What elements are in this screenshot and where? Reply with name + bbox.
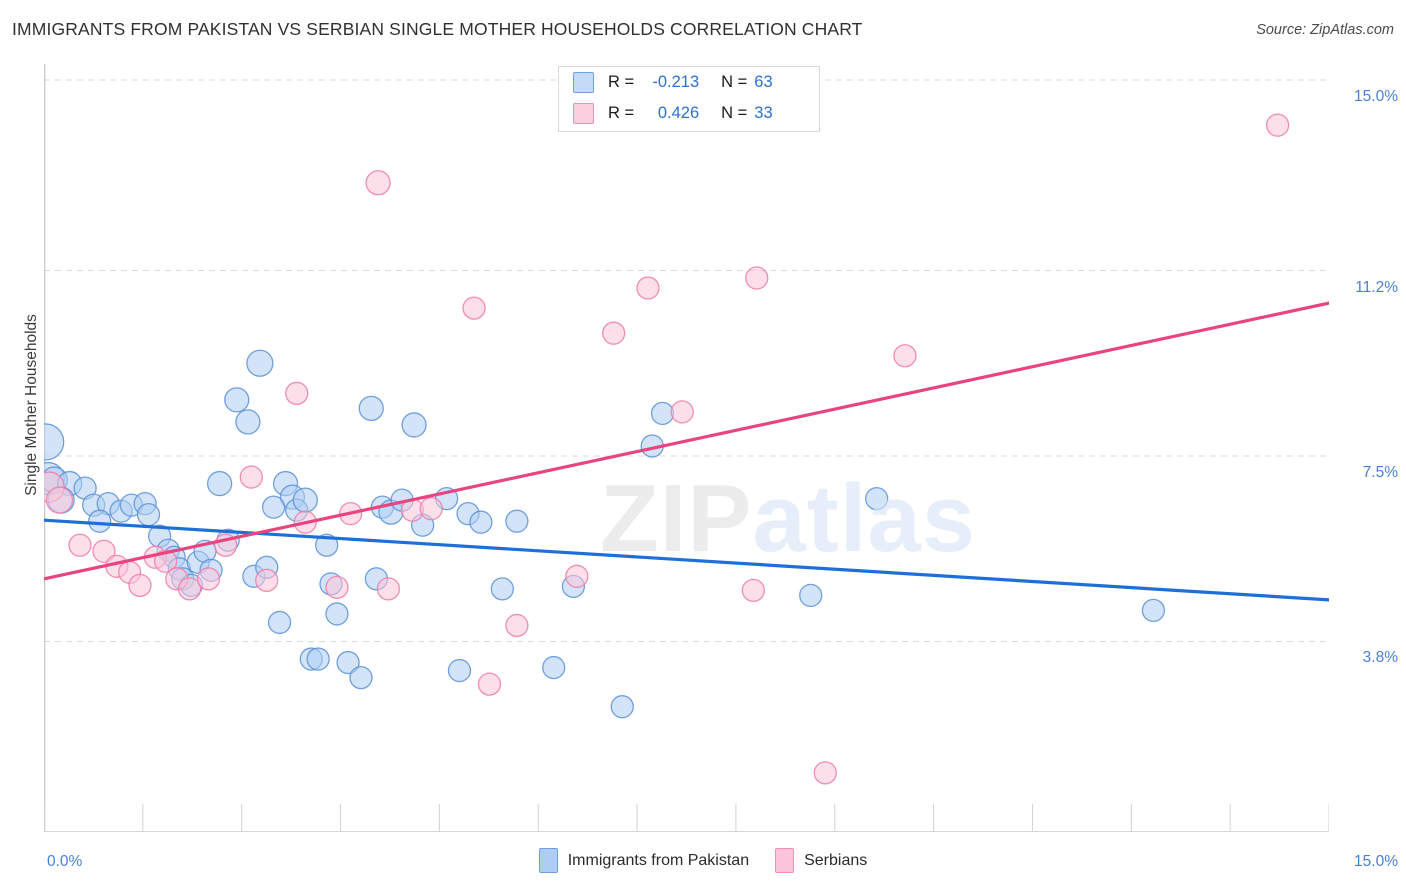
watermark-zip: ZIP: [600, 465, 753, 572]
data-point[interactable]: [196, 567, 221, 591]
series-swatch-serbians: [775, 848, 795, 873]
source-attribution: Source: ZipAtlas.com: [1256, 22, 1394, 38]
data-point[interactable]: [239, 465, 263, 489]
data-point[interactable]: [865, 486, 889, 511]
series-swatch-pakistan: [538, 848, 558, 873]
data-point[interactable]: [650, 401, 675, 426]
r-label-pink: R =: [608, 104, 635, 122]
zipatlas-watermark: ZIPatlas: [600, 464, 976, 574]
data-point[interactable]: [68, 533, 92, 557]
y-axis-tick-label: 3.8%: [1362, 649, 1398, 667]
stats-legend-row-serbians: R = 0.426 N = 33: [559, 98, 819, 129]
data-point[interactable]: [306, 647, 330, 671]
data-point[interactable]: [565, 564, 589, 588]
y-axis-tick-label: 15.0%: [1354, 88, 1398, 105]
data-point[interactable]: [447, 658, 472, 683]
n-label-pink: N =: [721, 104, 748, 122]
r-label-blue: R =: [608, 73, 635, 91]
legend-swatch-blue: [573, 72, 594, 93]
data-point[interactable]: [27, 423, 65, 461]
data-point[interactable]: [893, 344, 917, 368]
series-legend-item-pakistan[interactable]: Immigrants from Pakistan: [538, 848, 750, 873]
y-axis-title: Single Mother Households: [23, 314, 40, 496]
data-point[interactable]: [419, 496, 443, 521]
n-value-pink: 33: [754, 104, 773, 122]
watermark-atlas: atlas: [752, 465, 977, 572]
data-point[interactable]: [92, 539, 116, 563]
y-axis-tick-label: 7.5%: [1362, 464, 1398, 481]
data-point[interactable]: [636, 276, 660, 300]
stats-legend-row-pakistan: R = -0.213 N = 63: [559, 67, 819, 98]
data-point[interactable]: [206, 470, 233, 497]
data-point[interactable]: [349, 665, 373, 690]
data-point[interactable]: [505, 509, 529, 533]
x-axis-tick-max: 15.0%: [1354, 853, 1398, 870]
data-point[interactable]: [799, 583, 823, 608]
series-label-serbians: Serbians: [804, 851, 868, 869]
series-label-pakistan: Immigrants from Pakistan: [567, 851, 750, 869]
data-point[interactable]: [490, 577, 514, 601]
r-value-blue: -0.213: [652, 73, 700, 91]
data-point[interactable]: [1265, 113, 1290, 137]
data-point[interactable]: [267, 610, 292, 635]
data-point[interactable]: [224, 387, 250, 413]
data-point[interactable]: [246, 349, 274, 377]
series-legend-item-serbians[interactable]: Serbians: [775, 848, 867, 873]
data-point[interactable]: [336, 650, 360, 675]
data-point[interactable]: [462, 296, 486, 320]
data-point[interactable]: [154, 549, 178, 573]
data-point[interactable]: [45, 486, 74, 514]
data-point[interactable]: [325, 575, 349, 599]
x-axis-tick-min: 0.0%: [47, 853, 83, 870]
scatter-svg: [27, 64, 1331, 833]
data-point[interactable]: [477, 672, 502, 696]
data-point[interactable]: [128, 573, 152, 597]
data-point[interactable]: [505, 613, 529, 638]
page-title: IMMIGRANTS FROM PAKISTAN VS SERBIAN SING…: [12, 19, 863, 39]
data-point[interactable]: [610, 695, 634, 719]
plot-area: ZIPatlas: [27, 64, 1331, 833]
data-point[interactable]: [255, 568, 279, 592]
data-point[interactable]: [745, 266, 769, 290]
series-serbians: [33, 113, 1290, 785]
n-value-blue: 63: [754, 73, 773, 91]
data-point[interactable]: [88, 509, 112, 533]
data-point[interactable]: [813, 761, 837, 785]
stats-legend: R = -0.213 N = 63 R = 0.426 N = 33: [558, 66, 820, 132]
data-point[interactable]: [261, 495, 286, 519]
y-axis-tick-label: 11.2%: [1355, 278, 1398, 296]
data-point[interactable]: [177, 577, 202, 601]
data-point[interactable]: [376, 577, 401, 601]
data-point[interactable]: [401, 412, 427, 438]
data-point[interactable]: [741, 578, 765, 603]
data-point[interactable]: [542, 655, 566, 680]
data-point[interactable]: [325, 602, 349, 626]
data-point[interactable]: [292, 487, 318, 513]
data-point[interactable]: [315, 533, 339, 557]
data-point[interactable]: [235, 409, 261, 435]
data-point[interactable]: [365, 170, 391, 196]
data-point[interactable]: [285, 381, 309, 405]
data-point[interactable]: [670, 400, 694, 424]
data-point[interactable]: [469, 510, 493, 534]
data-point[interactable]: [1141, 598, 1166, 623]
series-legend: Immigrants from Pakistan Serbians: [0, 848, 1406, 873]
r-value-pink: 0.426: [657, 104, 700, 122]
legend-swatch-pink: [573, 103, 594, 124]
data-point[interactable]: [602, 321, 626, 345]
data-point[interactable]: [358, 395, 384, 422]
trendline-serbians: [42, 301, 1331, 581]
data-point[interactable]: [136, 503, 161, 527]
n-label-blue: N =: [721, 73, 748, 91]
